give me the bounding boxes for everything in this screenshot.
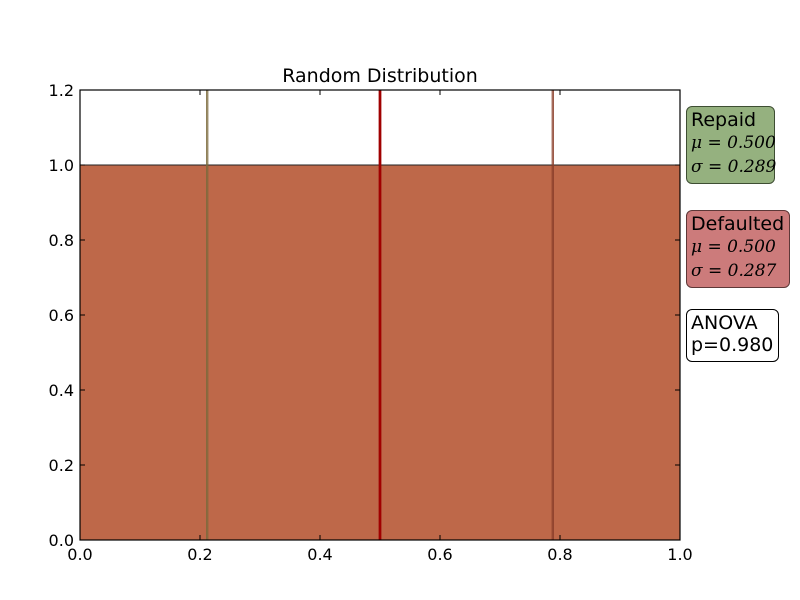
defaulted-stats-box: Defaulted μ = 0.500 σ = 0.287 <box>686 210 790 288</box>
y-tick-label: 1.0 <box>49 156 74 175</box>
x-tick-label: 0.4 <box>307 545 332 564</box>
y-tick-label: 0.0 <box>49 531 74 550</box>
repaid-stats-box: Repaid μ = 0.500 σ = 0.289 <box>686 106 777 184</box>
y-tick-label: 1.2 <box>49 81 74 100</box>
plot-area <box>79 90 681 541</box>
x-tick-label: 0.0 <box>67 545 92 564</box>
repaid-std: σ = 0.289 <box>691 157 777 177</box>
repaid-mean: μ = 0.500 <box>691 133 776 153</box>
axes: 0.0 0.2 0.4 0.6 0.8 1.0 0.0 0.2 0.4 0.6 0.8 1.0 1.2 <box>49 81 693 564</box>
defaulted-std: σ = 0.287 <box>691 261 777 281</box>
y-tick-label: 0.4 <box>49 381 74 400</box>
anova-p-value: p=0.980 <box>691 334 774 356</box>
x-tick-label: 1.0 <box>667 545 692 564</box>
chart-title: Random Distribution <box>282 65 478 87</box>
y-tick-label: 0.2 <box>49 456 74 475</box>
x-tick-label: 0.2 <box>187 545 212 564</box>
anova-box: ANOVA p=0.980 <box>686 309 779 362</box>
defaulted-label: Defaulted <box>691 213 785 235</box>
y-tick-label: 0.8 <box>49 231 74 250</box>
x-tick-label: 0.8 <box>547 545 572 564</box>
repaid-label: Repaid <box>691 109 757 131</box>
anova-label: ANOVA <box>691 312 758 334</box>
defaulted-mean: μ = 0.500 <box>691 237 776 257</box>
y-tick-label: 0.6 <box>49 306 74 325</box>
x-tick-label: 0.6 <box>427 545 452 564</box>
